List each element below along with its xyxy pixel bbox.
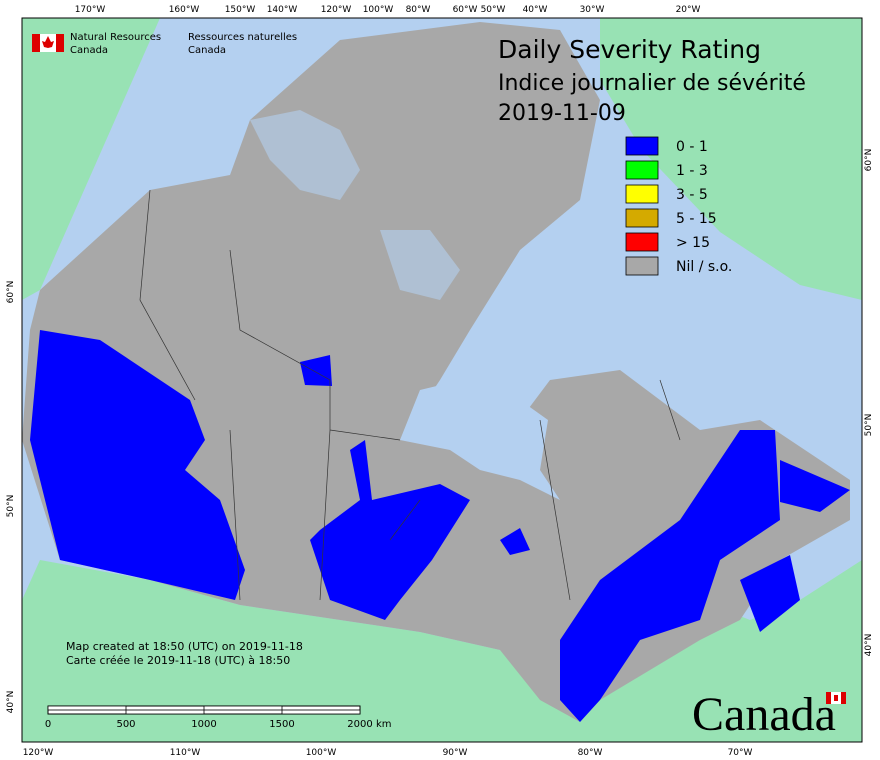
legend-label: > 15 <box>676 235 710 251</box>
flag-bar <box>32 34 40 52</box>
longitude-label: 120°W <box>321 5 352 15</box>
province-borders <box>139 189 681 601</box>
longitude-label: 110°W <box>170 748 201 758</box>
scale-label: 1500 <box>269 719 294 730</box>
legend-swatch <box>625 160 659 180</box>
hudson-bay <box>400 378 560 500</box>
fire-zone-maritimes <box>740 555 800 632</box>
flag-bar <box>826 692 831 704</box>
agency-en: Canada <box>70 45 108 56</box>
legend-label: 5 - 15 <box>676 211 717 227</box>
longitude-label: 90°W <box>443 748 468 758</box>
united-states <box>22 560 862 742</box>
longitude-label: 160°W <box>169 5 200 15</box>
legend-swatch <box>625 184 659 204</box>
maple-leaf <box>42 36 54 48</box>
latitude-label: 50°N <box>6 495 16 518</box>
fire-zone-bc <box>30 330 245 600</box>
legend-label: 3 - 5 <box>676 187 708 203</box>
scale-label: 2000 <box>347 719 372 730</box>
latitude-label: 50°N <box>864 414 874 437</box>
fire-zone-ontario <box>500 528 530 555</box>
scale-label: 1000 <box>191 719 216 730</box>
legend-swatch <box>625 256 659 276</box>
legend-swatch <box>625 136 659 156</box>
agency-fr: Ressources naturelles <box>188 32 297 43</box>
legend-label: Nil / s.o. <box>676 259 732 275</box>
fire-zone-north <box>300 355 332 386</box>
longitude-label: 170°W <box>75 5 106 15</box>
arctic-channel <box>250 110 360 200</box>
longitude-label: 100°W <box>363 5 394 15</box>
arctic-channel <box>380 230 460 300</box>
wordmark-flag <box>826 692 846 704</box>
title-fr: Indice journalier de sévérité <box>498 71 806 96</box>
longitude-label: 70°W <box>728 748 753 758</box>
fire-zone-prairies <box>310 440 470 620</box>
agency-en: Natural Resources <box>70 32 161 43</box>
longitude-label: 80°W <box>578 748 603 758</box>
map-date: 2019-11-09 <box>498 101 626 126</box>
greenland <box>600 18 862 300</box>
note: Carte créée le 2019-11-18 (UTC) à 18:50 <box>66 654 290 667</box>
map-frame <box>21 17 863 743</box>
legend-swatch <box>625 208 659 228</box>
flag-bar <box>841 692 846 704</box>
scale-unit: km <box>376 719 392 730</box>
legend-label: 0 - 1 <box>676 139 708 155</box>
scale-segment <box>281 709 361 715</box>
longitude-label: 150°W <box>225 5 256 15</box>
fire-zone-newfoundland <box>780 460 850 512</box>
scale-bar <box>47 705 361 715</box>
longitude-label: 100°W <box>306 748 337 758</box>
latitude-label: 60°N <box>864 149 874 172</box>
longitude-label: 80°W <box>406 5 431 15</box>
maple-leaf <box>834 695 838 701</box>
longitude-label: 30°W <box>580 5 605 15</box>
agency-fr: Canada <box>188 45 226 56</box>
longitude-label: 20°W <box>676 5 701 15</box>
latitude-label: 40°N <box>6 691 16 714</box>
canada-wordmark: Canada <box>692 688 836 741</box>
title-en: Daily Severity Rating <box>498 35 761 64</box>
flag-bar <box>56 34 64 52</box>
nrcan-flag <box>32 34 64 52</box>
scale-segment <box>203 705 283 711</box>
scale-segment <box>125 709 205 715</box>
scale-segment <box>47 705 127 711</box>
legend-swatch <box>625 232 659 252</box>
fire-zone-east <box>560 430 780 722</box>
scale-label: 500 <box>116 719 135 730</box>
longitude-label: 60°W <box>453 5 478 15</box>
longitude-label: 140°W <box>267 5 298 15</box>
scale-label: 0 <box>45 719 51 730</box>
legend-label: 1 - 3 <box>676 163 708 179</box>
longitude-label: 40°W <box>523 5 548 15</box>
latitude-label: 60°N <box>6 281 16 304</box>
longitude-label: 120°W <box>23 748 54 758</box>
alaska <box>22 18 160 300</box>
note: Map created at 18:50 (UTC) on 2019-11-18 <box>66 640 303 653</box>
longitude-label: 50°W <box>481 5 506 15</box>
latitude-label: 40°N <box>864 634 874 657</box>
